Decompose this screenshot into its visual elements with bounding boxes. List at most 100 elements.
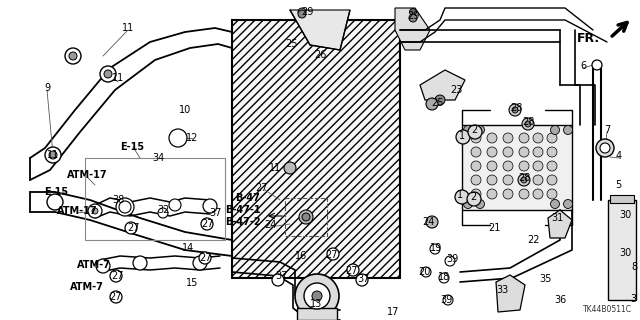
Text: 35: 35 [540,274,552,284]
Circle shape [519,161,529,171]
Bar [462,125,572,210]
Circle shape [88,204,102,218]
Text: 37: 37 [276,271,288,281]
Text: 28: 28 [518,173,530,183]
Circle shape [125,222,137,234]
Circle shape [426,216,438,228]
Text: 33: 33 [496,285,508,295]
Text: 37: 37 [357,274,369,284]
Bar [85,158,225,240]
Text: ATM-17: ATM-17 [57,206,97,216]
Circle shape [421,267,431,277]
Bar [285,198,327,236]
Text: B-47-1: B-47-1 [225,205,261,215]
Circle shape [439,273,449,283]
Circle shape [519,147,529,157]
Circle shape [509,104,521,116]
Circle shape [133,256,147,270]
Circle shape [435,95,445,105]
Text: B-47-2: B-47-2 [225,217,261,227]
Circle shape [487,189,497,199]
Text: 30: 30 [619,210,631,220]
Circle shape [45,147,61,163]
Circle shape [476,125,484,134]
Circle shape [169,199,181,211]
Circle shape [519,133,529,143]
Circle shape [199,252,211,264]
Circle shape [445,256,455,266]
Circle shape [503,147,513,157]
Polygon shape [395,8,430,50]
Bar [610,195,634,203]
Circle shape [547,147,557,157]
Circle shape [430,244,440,254]
Circle shape [487,133,497,143]
Text: 27: 27 [256,183,268,193]
Circle shape [158,208,168,218]
Circle shape [49,151,57,159]
Text: ATM-7: ATM-7 [77,260,111,270]
Circle shape [272,274,284,286]
Bar [232,20,400,278]
Circle shape [471,189,481,199]
Text: 38: 38 [112,195,124,205]
Circle shape [550,125,559,134]
Circle shape [522,118,534,130]
Text: ATM-7: ATM-7 [70,282,104,292]
Circle shape [547,161,557,171]
Circle shape [409,14,417,22]
Polygon shape [290,10,350,50]
Text: 27: 27 [109,292,121,302]
Circle shape [47,194,63,210]
Circle shape [463,199,472,209]
Text: 14: 14 [182,243,194,253]
Polygon shape [548,210,572,238]
Circle shape [518,174,530,186]
Circle shape [467,192,481,206]
Circle shape [65,48,81,64]
Circle shape [503,133,513,143]
Circle shape [426,98,438,110]
Text: 8: 8 [631,262,637,272]
Text: 27: 27 [346,266,358,276]
Circle shape [596,139,614,157]
Text: E-15: E-15 [44,187,68,197]
Bar [608,200,636,300]
Text: 27: 27 [201,219,213,229]
Circle shape [312,291,322,301]
Circle shape [547,175,557,185]
Circle shape [304,283,330,309]
Circle shape [203,199,217,213]
Circle shape [547,133,557,143]
Text: TK44B0511C: TK44B0511C [583,305,632,314]
Circle shape [284,162,296,174]
Circle shape [533,189,543,199]
Text: 26: 26 [314,50,326,60]
Text: 28: 28 [522,117,534,127]
Circle shape [503,175,513,185]
Text: 5: 5 [615,180,621,190]
Text: 24: 24 [422,217,434,227]
Text: 32: 32 [157,205,169,215]
Bar [232,20,400,278]
Circle shape [468,125,482,139]
Circle shape [347,264,359,276]
Text: 3: 3 [630,294,636,304]
Circle shape [471,175,481,185]
Text: 28: 28 [510,103,522,113]
Circle shape [455,190,469,204]
Circle shape [116,198,134,216]
Circle shape [600,143,610,153]
Circle shape [533,175,543,185]
Text: 12: 12 [186,133,198,143]
Circle shape [563,125,573,134]
Circle shape [327,248,339,260]
Text: 7: 7 [604,125,610,135]
Text: 30: 30 [619,248,631,258]
Polygon shape [420,70,465,100]
Circle shape [193,256,207,270]
Circle shape [69,52,77,60]
Circle shape [471,133,481,143]
Circle shape [110,291,122,303]
Text: 9: 9 [44,83,50,93]
